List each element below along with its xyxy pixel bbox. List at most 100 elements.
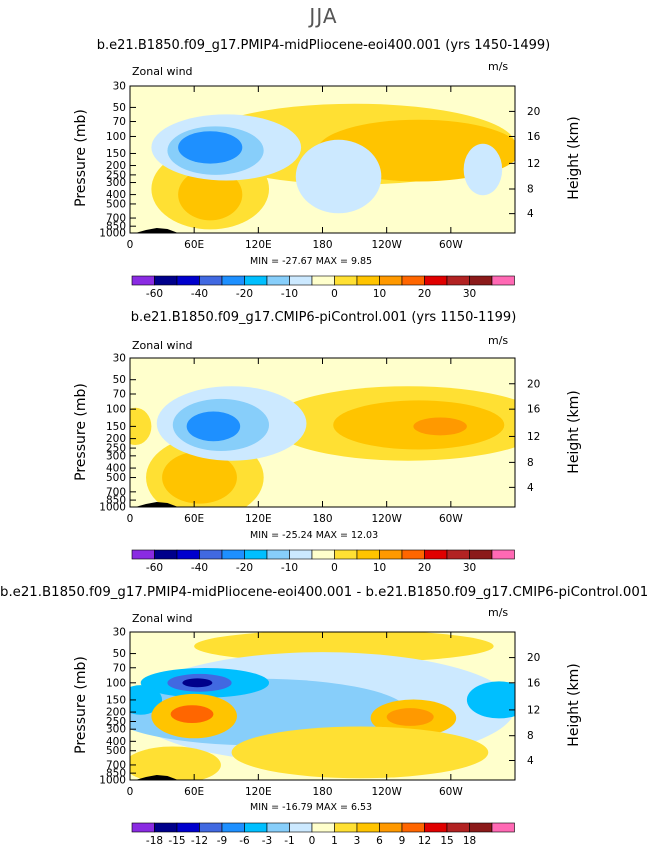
colorbar-cell bbox=[491, 822, 515, 833]
colorbar-cell bbox=[154, 822, 178, 833]
colorbar-label: 20 bbox=[418, 562, 431, 574]
colorbar-cell bbox=[266, 822, 290, 833]
contour-region bbox=[466, 681, 515, 719]
colorbar-label: 18 bbox=[463, 835, 476, 844]
panel-3-units: m/s bbox=[488, 606, 509, 619]
contour-region bbox=[178, 168, 243, 221]
height-tick-label: 20 bbox=[527, 378, 540, 390]
colorbar-cell bbox=[424, 822, 448, 833]
pressure-tick-label: 30 bbox=[113, 627, 126, 639]
longitude-tick-label: 180 bbox=[312, 513, 332, 525]
pressure-tick-label: 1000 bbox=[99, 502, 126, 514]
colorbar-cell bbox=[356, 549, 380, 560]
pressure-tick-label: 50 bbox=[113, 648, 126, 660]
colorbar-label: -40 bbox=[191, 562, 208, 574]
topography-mask bbox=[135, 228, 179, 233]
pressure-tick-label: 50 bbox=[113, 374, 126, 386]
panel-2-minmax: MIN = -25.24 MAX = 12.03 bbox=[250, 530, 379, 541]
colorbar-cell bbox=[334, 822, 358, 833]
panel-3-pressure-label: Pressure (mb) bbox=[73, 656, 89, 754]
contour-region bbox=[162, 451, 237, 504]
pressure-tick-label: 250 bbox=[106, 716, 126, 728]
longitude-tick-label: 120E bbox=[245, 786, 272, 798]
colorbar-label: -6 bbox=[239, 835, 250, 844]
contour-region bbox=[463, 143, 503, 196]
colorbar-label: -60 bbox=[146, 288, 163, 300]
pressure-tick-label: 200 bbox=[106, 160, 126, 172]
height-tick-label: 12 bbox=[527, 704, 540, 716]
longitude-tick-label: 60W bbox=[439, 513, 463, 525]
colorbar-label: 1 bbox=[331, 835, 338, 844]
contour-region bbox=[413, 417, 467, 436]
panel-2-height-label: Height (km) bbox=[566, 390, 582, 474]
height-tick-label: 4 bbox=[527, 755, 534, 767]
colorbar-label: 0 bbox=[309, 835, 316, 844]
height-tick-label: 4 bbox=[527, 208, 534, 220]
panel-3-height-label: Height (km) bbox=[566, 663, 582, 747]
panel-1-minmax: MIN = -27.67 MAX = 9.85 bbox=[250, 256, 373, 267]
colorbar-label: 30 bbox=[463, 562, 476, 574]
colorbar-cell bbox=[199, 275, 223, 286]
colorbar-cell bbox=[491, 275, 515, 286]
colorbar-label: 0 bbox=[331, 562, 338, 574]
colorbar-cell bbox=[379, 549, 403, 560]
colorbar-cell bbox=[199, 822, 223, 833]
longitude-tick-label: 120E bbox=[245, 513, 272, 525]
pressure-tick-label: 400 bbox=[106, 463, 126, 475]
colorbar-cell bbox=[401, 822, 425, 833]
pressure-tick-label: 100 bbox=[106, 404, 126, 416]
colorbar-cell bbox=[266, 275, 290, 286]
longitude-tick-label: 60E bbox=[184, 786, 204, 798]
contour-region bbox=[178, 131, 243, 164]
colorbar-label: -10 bbox=[281, 562, 298, 574]
colorbar-label: 10 bbox=[373, 562, 386, 574]
colorbar-cell bbox=[446, 549, 470, 560]
colorbar-cell bbox=[379, 822, 403, 833]
colorbar-cell bbox=[266, 549, 290, 560]
pressure-tick-label: 500 bbox=[106, 745, 126, 757]
height-tick-label: 8 bbox=[527, 457, 534, 469]
pressure-tick-label: 150 bbox=[106, 148, 126, 160]
colorbar-label: -40 bbox=[191, 288, 208, 300]
colorbar-cell bbox=[289, 549, 313, 560]
pressure-tick-label: 700 bbox=[106, 759, 126, 771]
pressure-tick-label: 500 bbox=[106, 198, 126, 210]
pressure-tick-label: 250 bbox=[106, 443, 126, 455]
pressure-tick-label: 400 bbox=[106, 189, 126, 201]
longitude-tick-label: 60E bbox=[184, 513, 204, 525]
panel-3-minmax: MIN = -16.79 MAX = 6.53 bbox=[250, 802, 373, 813]
panel-2-chart bbox=[129, 357, 516, 560]
colorbar-cell bbox=[221, 549, 245, 560]
colorbar-cell bbox=[446, 822, 470, 833]
colorbar-label: -12 bbox=[191, 835, 208, 844]
longitude-tick-label: 120E bbox=[245, 239, 272, 251]
colorbar-cell bbox=[469, 275, 493, 286]
height-tick-label: 8 bbox=[527, 730, 534, 742]
panel-3-contours bbox=[130, 632, 515, 780]
panel-2-pressure-label: Pressure (mb) bbox=[73, 383, 89, 481]
colorbar-cell bbox=[334, 275, 358, 286]
pressure-tick-label: 30 bbox=[113, 81, 126, 93]
pressure-tick-label: 300 bbox=[106, 724, 126, 736]
height-tick-label: 16 bbox=[527, 404, 541, 416]
panel-3-field-label: Zonal wind bbox=[132, 612, 193, 625]
pressure-tick-label: 70 bbox=[113, 662, 126, 674]
pressure-tick-label: 500 bbox=[106, 472, 126, 484]
colorbar-cell bbox=[311, 549, 335, 560]
colorbar-label: 15 bbox=[440, 835, 453, 844]
colorbar-cell bbox=[334, 549, 358, 560]
longitude-tick-label: 60W bbox=[439, 239, 463, 251]
colorbar-cell bbox=[131, 549, 155, 560]
colorbar-label: 12 bbox=[418, 835, 431, 844]
topography-mask bbox=[135, 775, 179, 780]
pressure-tick-label: 100 bbox=[106, 677, 126, 689]
colorbar-cell bbox=[491, 549, 515, 560]
pressure-tick-label: 850 bbox=[106, 221, 126, 233]
contour-region bbox=[386, 708, 434, 726]
pressure-tick-label: 70 bbox=[113, 389, 126, 401]
colorbar-label: 9 bbox=[399, 835, 406, 844]
panel-2-contours bbox=[130, 386, 515, 507]
colorbar-cell bbox=[154, 275, 178, 286]
longitude-tick-label: 60E bbox=[184, 239, 204, 251]
